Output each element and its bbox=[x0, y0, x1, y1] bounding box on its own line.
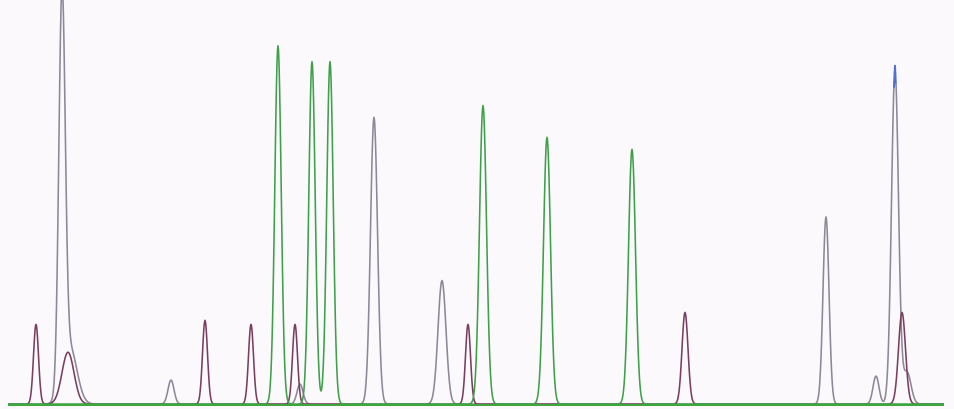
peak-purple-0 bbox=[35, 323, 37, 325]
peak-grey-2 bbox=[170, 379, 172, 381]
peak-green-3 bbox=[482, 105, 484, 107]
peak-purple-2 bbox=[204, 319, 206, 321]
peak-purple-3 bbox=[250, 323, 252, 325]
peak-grey-0 bbox=[61, 13, 63, 15]
peak-purple-4 bbox=[294, 323, 296, 325]
peak-green-4 bbox=[546, 136, 548, 138]
peak-grey-1 bbox=[69, 347, 71, 349]
peak-green-5 bbox=[631, 148, 633, 150]
peak-purple-7 bbox=[901, 312, 903, 314]
peak-green-0 bbox=[277, 45, 279, 47]
peak-blue-0 bbox=[894, 65, 896, 67]
peak-grey-6 bbox=[825, 216, 827, 218]
peak-purple-5 bbox=[467, 323, 469, 325]
peak-grey-5 bbox=[441, 280, 443, 282]
peak-grey-4 bbox=[373, 116, 375, 118]
series-line-blue bbox=[893, 64, 897, 88]
peak-grey-7 bbox=[875, 375, 877, 377]
peak-purple-6 bbox=[684, 312, 686, 314]
peak-purple-1 bbox=[67, 351, 69, 353]
peak-green-1 bbox=[311, 61, 313, 63]
peak-green-2 bbox=[329, 61, 331, 63]
